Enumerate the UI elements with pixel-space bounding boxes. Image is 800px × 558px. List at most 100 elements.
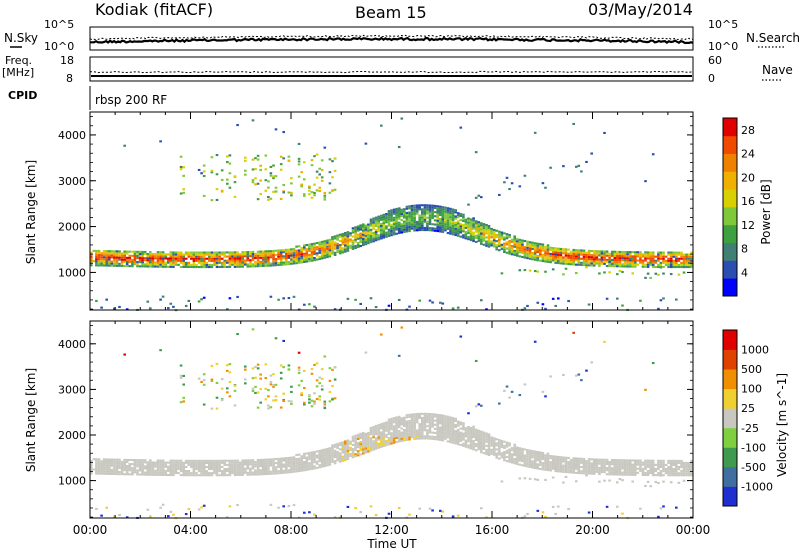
velocity-cell (500, 480, 504, 483)
power-cell (690, 257, 693, 260)
power-cell (669, 251, 673, 254)
power-cell (310, 159, 314, 162)
power-cell (392, 233, 396, 236)
power-cell (195, 253, 198, 256)
power-cell (505, 237, 509, 240)
power-cell (513, 249, 516, 252)
power-cell (233, 265, 237, 268)
velocity-cell (259, 469, 262, 472)
velocity-cell (377, 434, 380, 437)
power-cell (202, 263, 206, 266)
velocity-cell (138, 465, 142, 468)
power-cell (505, 251, 509, 254)
power-cell (215, 255, 219, 258)
velocity-cell (269, 470, 273, 473)
power-cell (338, 248, 342, 251)
velocity-cell (359, 449, 362, 452)
power-cell (492, 237, 496, 240)
power-cell (138, 250, 142, 253)
velocity-cell (644, 463, 647, 466)
velocity-cell (551, 465, 555, 468)
power-cell (323, 240, 327, 243)
power-cell (426, 204, 429, 207)
power-cell (182, 253, 185, 256)
velocity-cell (308, 468, 311, 471)
velocity-cell (344, 458, 347, 461)
velocity-cell (405, 426, 409, 429)
velocity-cell (521, 460, 524, 463)
velocity-cell (639, 507, 642, 510)
velocity-cell (428, 507, 432, 510)
power-cell (680, 266, 683, 269)
power-cell (123, 260, 126, 263)
power-cell (164, 255, 167, 258)
power-cell (133, 256, 137, 259)
velocity-cell (90, 464, 93, 467)
velocity-cell (387, 418, 391, 421)
power-cell (380, 235, 383, 238)
power-cell (641, 253, 645, 256)
velocity-cell (362, 438, 365, 441)
power-cell (508, 252, 511, 255)
power-cell (333, 245, 337, 248)
power-cell (685, 263, 688, 266)
power-cell (551, 251, 555, 254)
power-cell (598, 258, 601, 261)
power-cell (228, 172, 232, 175)
power-cell (256, 182, 260, 185)
power-cell (369, 241, 373, 244)
power-cell (369, 237, 373, 240)
velocity-cell (151, 473, 155, 476)
velocity-cell (539, 451, 542, 454)
velocity-cell (413, 437, 416, 440)
velocity-cell (544, 460, 547, 463)
power-cell (231, 261, 234, 264)
power-cell (138, 261, 142, 264)
velocity-cell (392, 441, 396, 444)
power-cell (300, 259, 303, 262)
power-cell (456, 232, 460, 235)
velocity-cell (297, 465, 301, 468)
power-cell (172, 263, 175, 266)
power-cell (215, 259, 219, 262)
velocity-cell (164, 473, 167, 476)
power-cell (657, 259, 660, 262)
power-cell (487, 241, 491, 244)
power-cell (197, 259, 201, 262)
velocity-cell (408, 426, 411, 429)
power-cell (202, 266, 206, 269)
power-cell (197, 257, 201, 260)
velocity-cell (641, 471, 645, 474)
velocity-cell (485, 453, 488, 456)
power-cell (449, 214, 452, 217)
power-cell (174, 259, 178, 262)
power-cell (346, 247, 350, 250)
velocity-cell (244, 471, 247, 474)
velocity-cell (662, 470, 665, 473)
power-cell (456, 228, 460, 231)
velocity-cell (320, 368, 324, 371)
power-cell (151, 253, 155, 256)
power-cell (572, 122, 575, 125)
velocity-cell (382, 426, 386, 429)
power-cell (687, 263, 691, 266)
power-cell (582, 257, 586, 260)
velocity-cell (498, 443, 501, 446)
velocity-cell (441, 418, 445, 421)
velocity-cell (377, 428, 380, 431)
velocity-cell (649, 461, 652, 464)
velocity-cell (282, 471, 285, 474)
power-cell (100, 256, 103, 259)
power-cell (533, 270, 537, 273)
velocity-cell (456, 420, 460, 423)
power-cell (672, 259, 676, 262)
power-cell (192, 259, 196, 262)
velocity-cell (326, 456, 329, 459)
power-cell (510, 251, 514, 254)
power-cell (200, 251, 203, 254)
power-cell (328, 243, 332, 246)
power-cell (433, 215, 437, 218)
power-cell (274, 264, 278, 267)
velocity-cell (264, 473, 268, 476)
power-cell (634, 261, 637, 264)
